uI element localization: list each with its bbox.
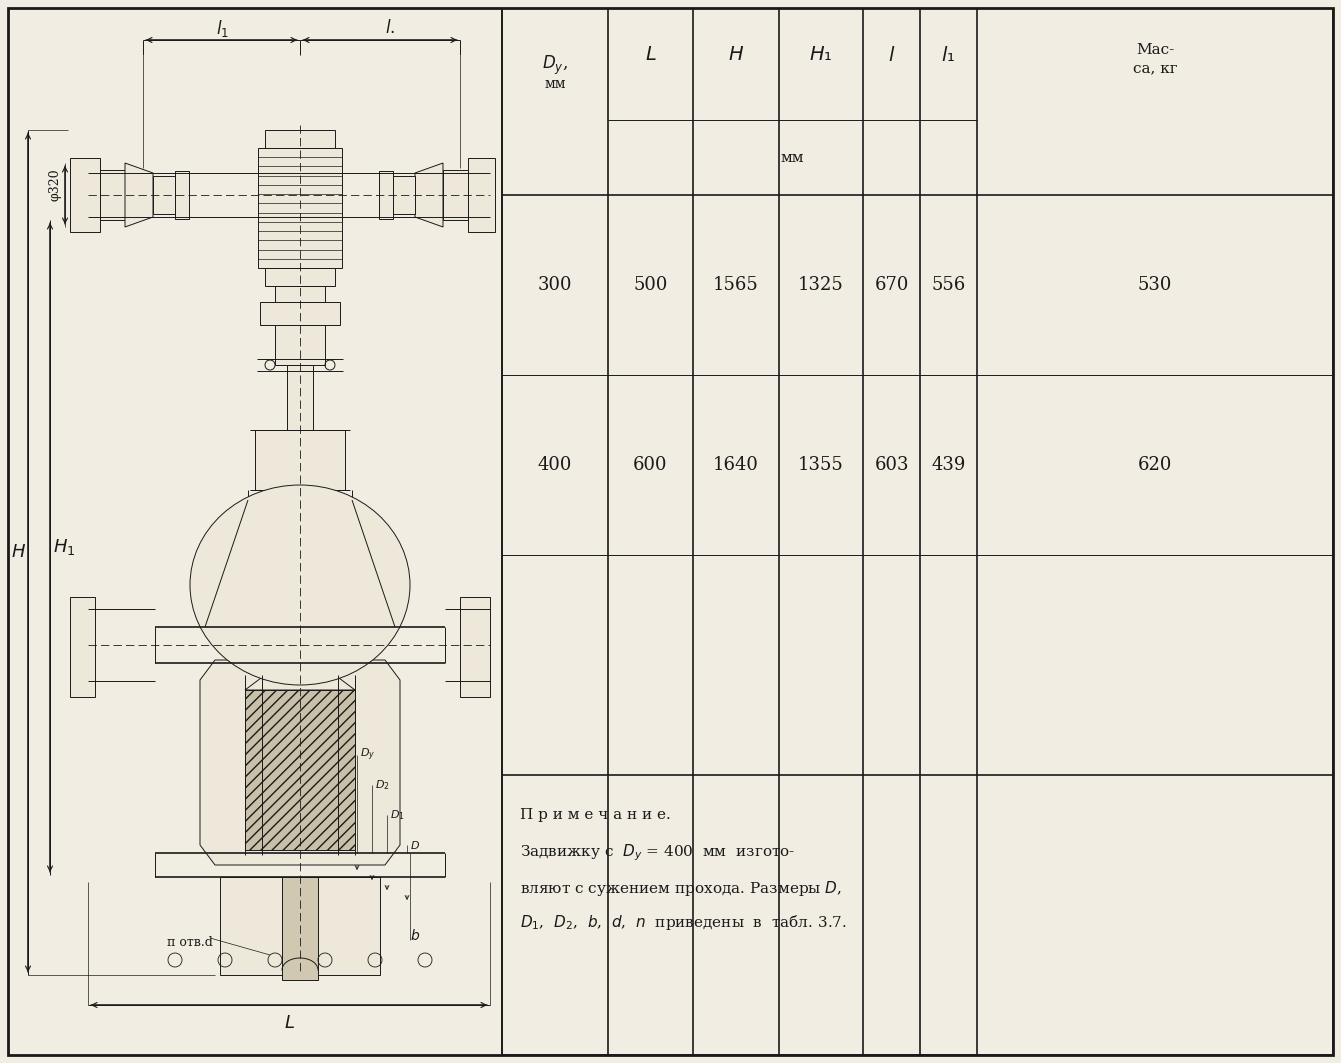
Bar (443, 170, 468, 220)
Text: 400: 400 (538, 456, 573, 474)
Text: $D_1$: $D_1$ (390, 808, 405, 822)
Bar (468, 158, 495, 232)
Bar (275, 286, 325, 302)
Polygon shape (245, 690, 355, 850)
Text: $D_y$: $D_y$ (359, 747, 375, 763)
Text: $D$: $D$ (410, 839, 420, 851)
Text: $l$: $l$ (888, 46, 896, 65)
Bar (70, 158, 101, 232)
Bar (275, 325, 325, 365)
Text: 1565: 1565 (713, 276, 759, 294)
Text: $D_y$,: $D_y$, (542, 53, 569, 77)
Text: $D_1$,  $D_2$,  $b$,  $d$,  $n$  приведены  в  табл. 3.7.: $D_1$, $D_2$, $b$, $d$, $n$ приведены в … (520, 913, 848, 932)
Bar (393, 176, 414, 214)
Text: $l_1$: $l_1$ (216, 17, 228, 38)
Text: 530: 530 (1137, 276, 1172, 294)
Text: 1325: 1325 (798, 276, 843, 294)
Text: мм: мм (544, 77, 566, 91)
Bar (255, 431, 345, 490)
Text: 600: 600 (633, 456, 668, 474)
Text: $L$: $L$ (645, 46, 656, 64)
Text: $l.$: $l.$ (385, 19, 396, 37)
Text: п отв.d: п отв.d (168, 937, 213, 949)
Bar (257, 148, 342, 268)
Text: 1355: 1355 (798, 456, 843, 474)
Bar (266, 130, 335, 148)
Text: Мас-: Мас- (1136, 43, 1175, 57)
Text: $H$: $H$ (728, 46, 744, 64)
Text: $l₁$: $l₁$ (941, 46, 956, 65)
Text: 1640: 1640 (713, 456, 759, 474)
Text: 300: 300 (538, 276, 573, 294)
Bar (460, 597, 489, 697)
Text: $H₁$: $H₁$ (809, 46, 833, 64)
Text: Задвижку с  $D_y$ = 400  мм  изгото-: Задвижку с $D_y$ = 400 мм изгото- (520, 843, 795, 863)
Text: $D_2$: $D_2$ (375, 778, 390, 792)
Text: 670: 670 (874, 276, 909, 294)
Text: 556: 556 (932, 276, 966, 294)
Polygon shape (414, 163, 443, 227)
Bar (287, 365, 312, 431)
Text: 620: 620 (1137, 456, 1172, 474)
Polygon shape (200, 660, 400, 865)
Bar (174, 171, 189, 219)
Text: мм: мм (780, 151, 805, 165)
Bar (260, 302, 341, 325)
Text: $H_1$: $H_1$ (54, 537, 75, 557)
Text: $L$: $L$ (283, 1014, 295, 1032)
Bar (70, 597, 95, 697)
Bar (153, 176, 174, 214)
Bar (220, 877, 380, 975)
Text: 439: 439 (931, 456, 966, 474)
Text: 603: 603 (874, 456, 909, 474)
Polygon shape (245, 675, 355, 690)
Polygon shape (125, 163, 153, 227)
Text: $H$: $H$ (11, 543, 25, 561)
Bar (101, 170, 125, 220)
Bar (266, 268, 335, 286)
Text: 500: 500 (633, 276, 668, 294)
Text: φ320: φ320 (48, 169, 62, 201)
Text: П р и м е ч а н и е.: П р и м е ч а н и е. (520, 808, 670, 822)
Text: вляют с сужением прохода. Размеры $D$,: вляют с сужением прохода. Размеры $D$, (520, 878, 842, 897)
Ellipse shape (190, 485, 410, 685)
Bar (282, 877, 318, 980)
Bar (380, 171, 393, 219)
Text: $b$: $b$ (410, 928, 420, 943)
Text: са, кг: са, кг (1133, 61, 1177, 75)
